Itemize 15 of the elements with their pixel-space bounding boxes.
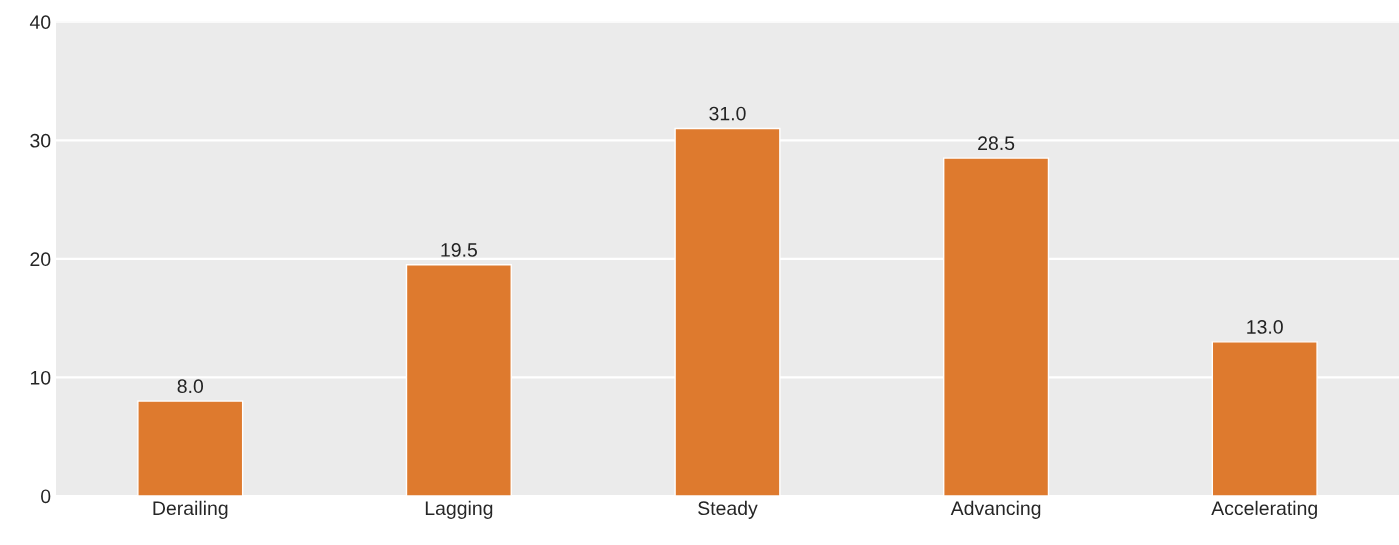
x-tick-label: Steady [698,500,758,519]
data-label: 8.0 [177,379,204,394]
data-label: 13.0 [1247,320,1283,334]
x-tick-label: Lagging [425,500,493,519]
x-tick-label: Accelerating [1211,500,1317,519]
y-tick-label: 30 [30,133,51,148]
y-tick-label: 40 [29,15,51,30]
data-label: 31.0 [709,106,746,121]
data-label: 19.5 [441,243,477,257]
y-tick-label: 20 [30,252,51,267]
y-tick-label: 0 [41,489,51,504]
y-tick-label: 10 [30,370,51,385]
data-label: 28.5 [978,136,1015,151]
x-tick-label: Advancing [950,500,1041,519]
x-tick-label: Derailing [153,500,228,519]
